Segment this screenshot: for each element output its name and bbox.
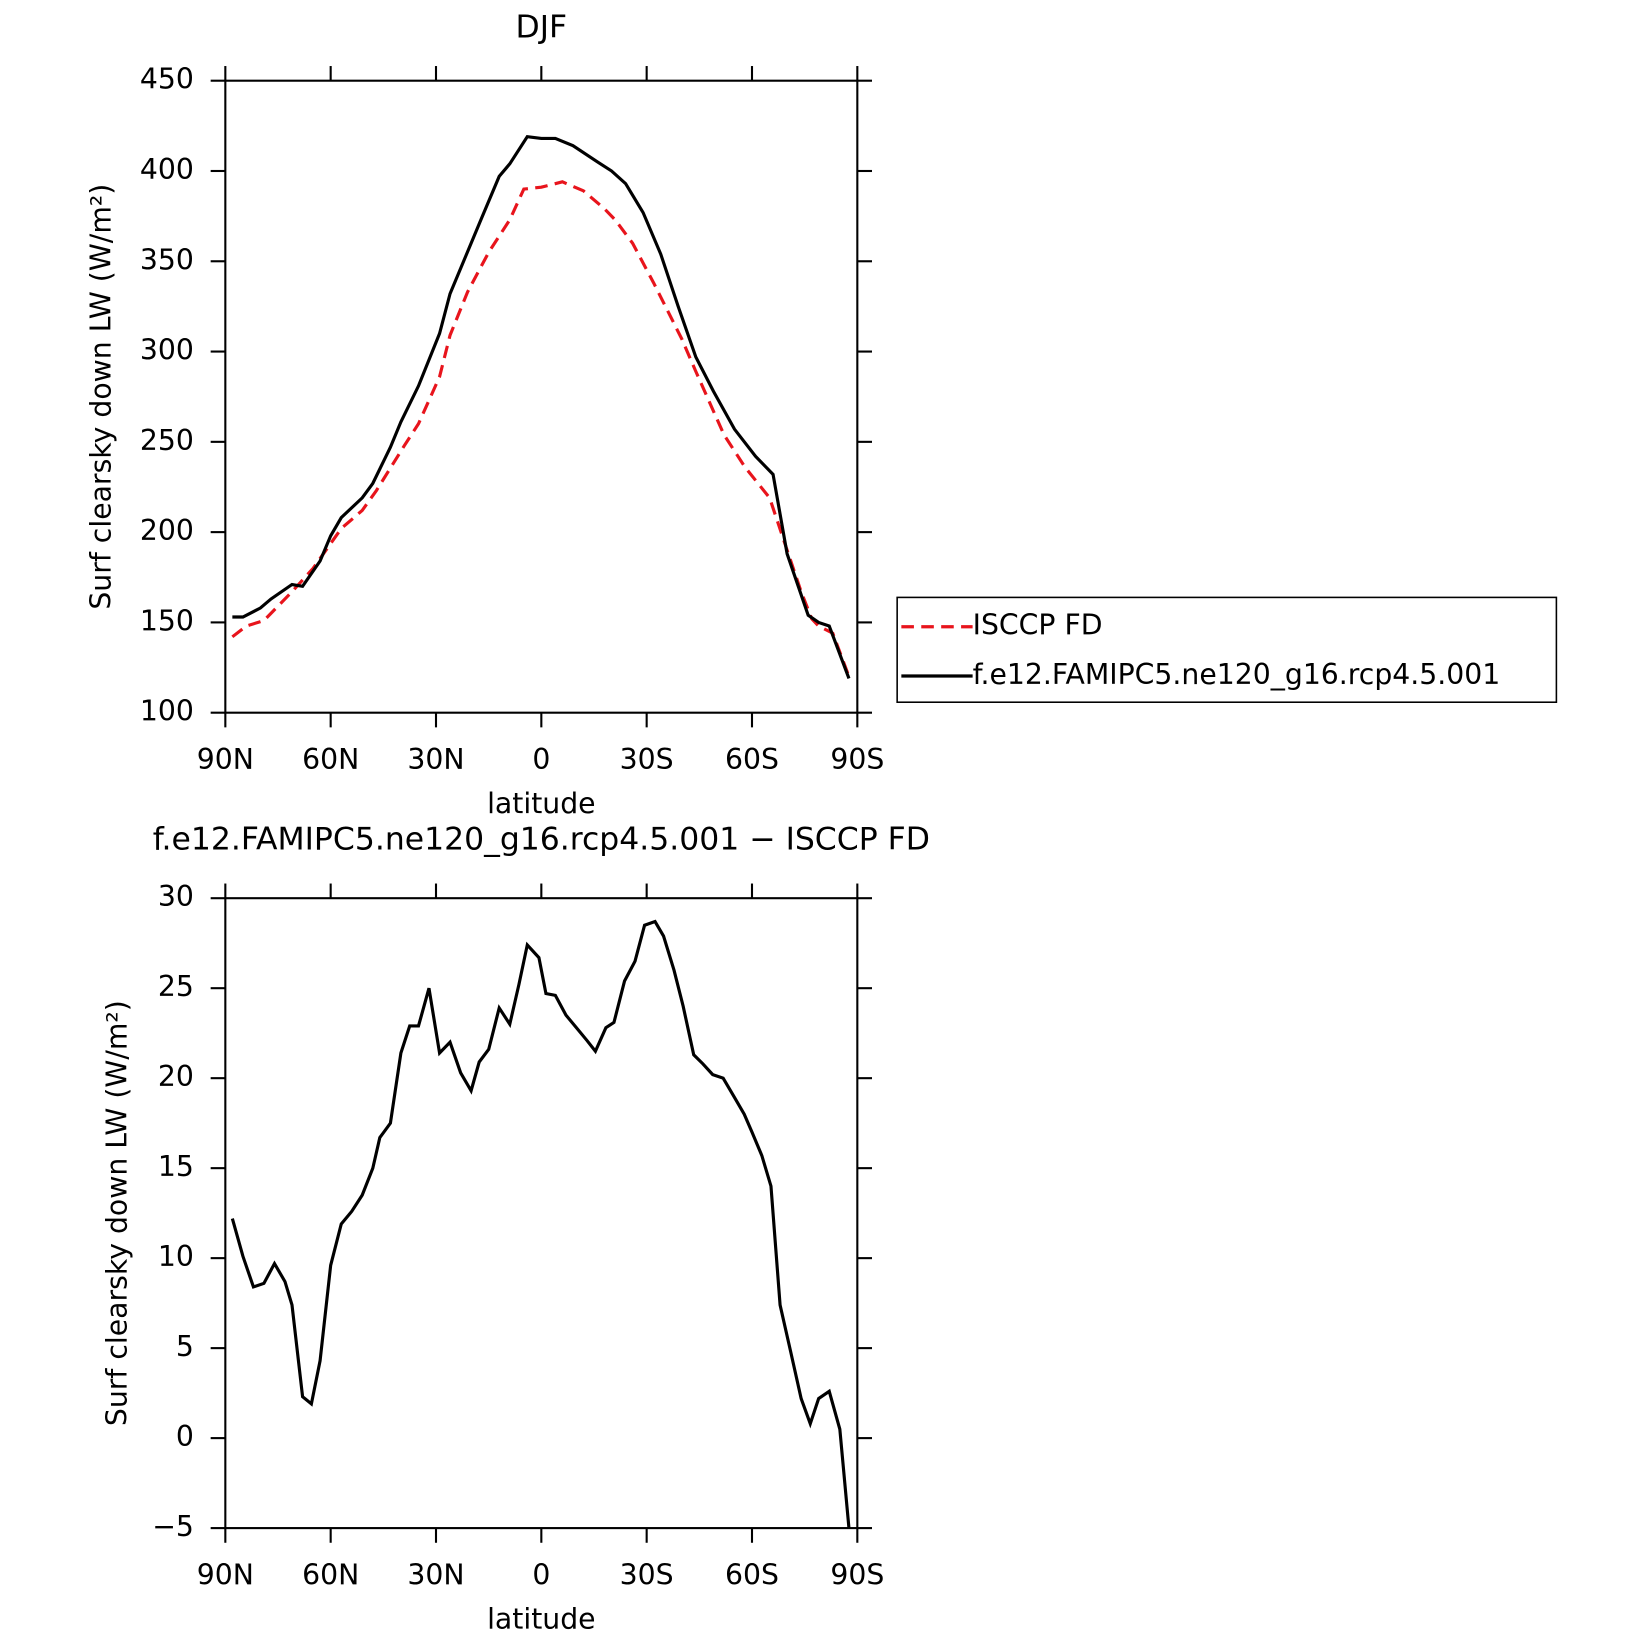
x-tick-label: 0 (532, 1558, 550, 1591)
data-line (231, 180, 851, 678)
y-tick-label: 300 (140, 334, 194, 367)
y-tick-label: 150 (140, 604, 194, 637)
chart-title: f.e12.FAMIPC5.ne120_g16.rcp4.5.001 − ISC… (153, 822, 930, 858)
x-tick-label: 90N (197, 1558, 254, 1591)
chart-title: DJF (516, 9, 568, 45)
y-tick-label: −5 (152, 1510, 194, 1543)
x-tick-label: 90N (197, 743, 254, 776)
x-tick-label: 60N (302, 743, 359, 776)
x-tick-label: 60S (725, 1558, 779, 1591)
legend-box (896, 596, 1558, 703)
x-tick-label: 30S (620, 1558, 674, 1591)
x-tick-label: 60N (302, 1558, 359, 1591)
y-tick-label: 400 (140, 153, 194, 186)
plot-frame (224, 79, 859, 714)
y-tick-label: 20 (158, 1060, 194, 1093)
x-axis-label: latitude (487, 787, 595, 820)
data-line (230, 919, 851, 1529)
x-tick-label: 90S (830, 1558, 884, 1591)
y-axis-label: Surf clearsky down LW (W/m²) (85, 184, 118, 610)
x-tick-label: 0 (532, 743, 550, 776)
y-tick-label: 350 (140, 243, 194, 276)
x-tick-label: 30N (407, 1558, 464, 1591)
plot-frame (224, 897, 859, 1530)
y-tick-label: 10 (158, 1240, 194, 1273)
y-tick-label: 30 (158, 880, 194, 913)
y-axis-label: Surf clearsky down LW (W/m²) (100, 1000, 133, 1426)
x-tick-label: 30S (620, 743, 674, 776)
x-tick-label: 90S (830, 743, 884, 776)
legend-label: f.e12.FAMIPC5.ne120_g16.rcp4.5.001 (973, 658, 1501, 691)
y-tick-label: 250 (140, 424, 194, 457)
y-tick-label: 25 (158, 970, 194, 1003)
data-line (232, 134, 851, 679)
y-tick-label: 200 (140, 514, 194, 547)
legend-label: ISCCP FD (973, 609, 1103, 642)
y-tick-label: 100 (140, 695, 194, 728)
y-tick-label: 0 (176, 1420, 194, 1453)
y-tick-label: 5 (176, 1330, 194, 1363)
x-axis-label: latitude (487, 1602, 595, 1635)
x-tick-label: 30N (407, 743, 464, 776)
y-tick-label: 450 (140, 63, 194, 96)
y-tick-label: 15 (158, 1150, 194, 1183)
x-tick-label: 60S (725, 743, 779, 776)
